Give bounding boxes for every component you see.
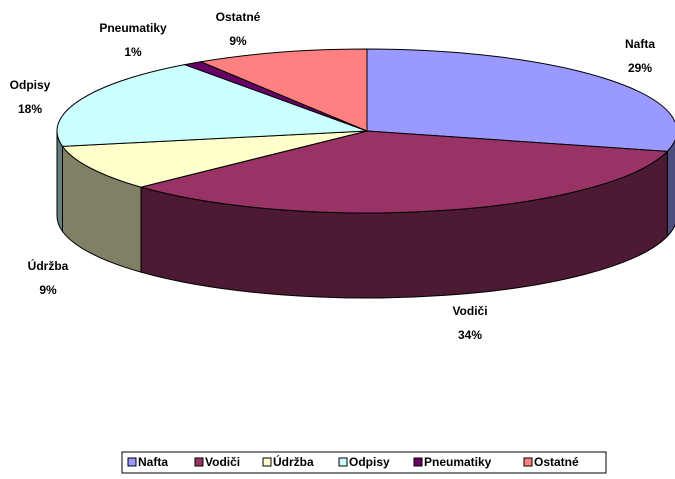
slice-label: Nafta [625,37,655,51]
legend-label: Nafta [138,455,168,469]
legend-swatch [413,457,423,467]
legend-swatch [262,457,272,467]
slice-label: Ostatné [216,10,261,24]
legend-label: Pneumatiky [424,455,492,469]
slice [139,130,669,214]
slice [61,130,368,188]
legend-box [121,451,607,474]
slice-label: Pneumatiky [99,21,167,35]
slice-value-label: 18% [18,102,42,116]
slice [199,48,368,132]
legend-label: Vodiči [205,455,240,469]
legend-label: Ostatné [534,455,579,469]
slice-label: Vodiči [452,304,487,318]
legend-swatch [338,457,348,467]
slice [366,48,675,152]
slice [56,64,368,147]
slice-value-label: 34% [458,328,482,342]
legend-swatch [127,457,137,467]
legend-swatch [194,457,204,467]
slice-value-label: 9% [39,283,57,297]
legend-swatch [523,457,533,467]
legend-label: Odpisy [349,455,390,469]
slice-label: Odpisy [10,78,51,92]
slice-label: Údržba [28,258,69,273]
slice-value-label: 29% [628,61,652,75]
slice-value-label: 9% [229,34,247,48]
legend-label: Údržba [273,454,314,469]
slice-value-label: 1% [124,45,142,59]
